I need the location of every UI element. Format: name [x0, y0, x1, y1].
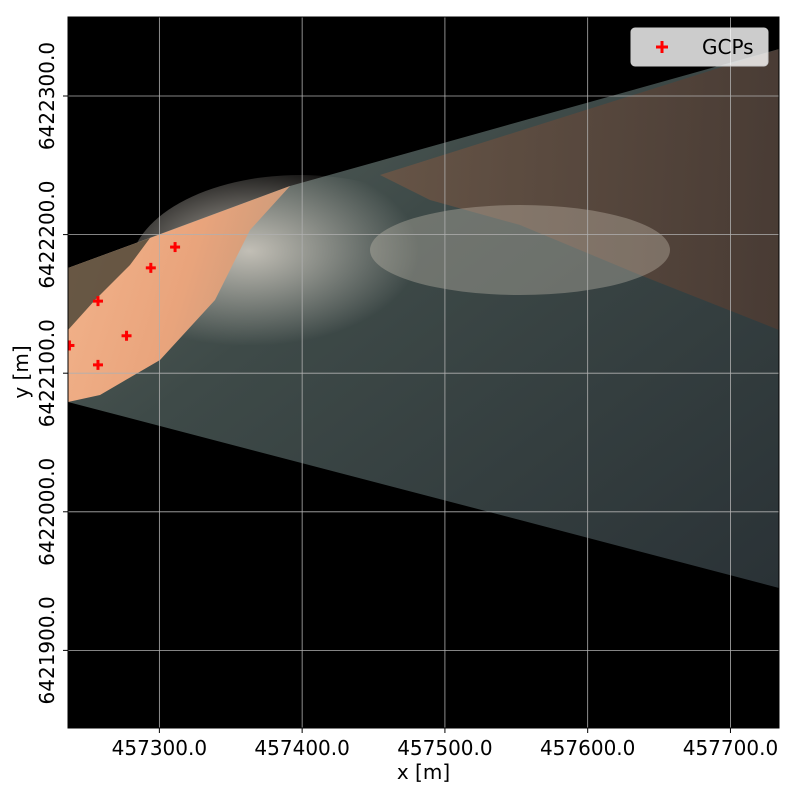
y-tick-label: 6422000.0: [35, 458, 59, 566]
x-axis-ticks: 457300.0 457400.0 457500.0 457600.0 457700.0: [112, 728, 778, 760]
image-land-fringe: [68, 238, 150, 330]
gcp-point: [145, 262, 156, 273]
image-far-zone: [380, 49, 779, 330]
ortho-image: [68, 49, 779, 588]
x-tick-label: 457300.0: [112, 736, 207, 760]
gcp-point: [92, 359, 103, 370]
x-axis-label: x [m]: [397, 760, 450, 784]
y-tick-label: 6422300.0: [35, 42, 59, 150]
image-beach: [68, 186, 290, 402]
gcp-point: [170, 242, 181, 253]
y-tick-label: 6421900.0: [35, 596, 59, 704]
image-foam-2: [370, 205, 670, 295]
legend-marker-gcp: [656, 41, 668, 53]
y-tick-label: 6422100.0: [35, 319, 59, 427]
x-tick-label: 457600.0: [540, 736, 635, 760]
gcp-point: [121, 330, 132, 341]
legend: GCPs: [630, 27, 769, 67]
grid: [68, 17, 779, 728]
plot-area: [67, 16, 780, 729]
x-tick-label: 457700.0: [683, 736, 778, 760]
gcp-point: [68, 340, 75, 351]
y-axis-label: y [m]: [9, 345, 33, 398]
x-tick-label: 457500.0: [397, 736, 492, 760]
axes-frame: [67, 16, 780, 729]
y-tick-label: 6422200.0: [35, 181, 59, 289]
y-axis-ticks: 6421900.0 6422000.0 6422100.0 6422200.0 6422…: [35, 42, 68, 704]
gcp-point: [92, 296, 103, 307]
x-tick-label: 457400.0: [254, 736, 349, 760]
legend-box: [630, 27, 769, 67]
legend-label-gcps: GCPs: [702, 35, 754, 59]
gcp-markers: [68, 242, 181, 370]
